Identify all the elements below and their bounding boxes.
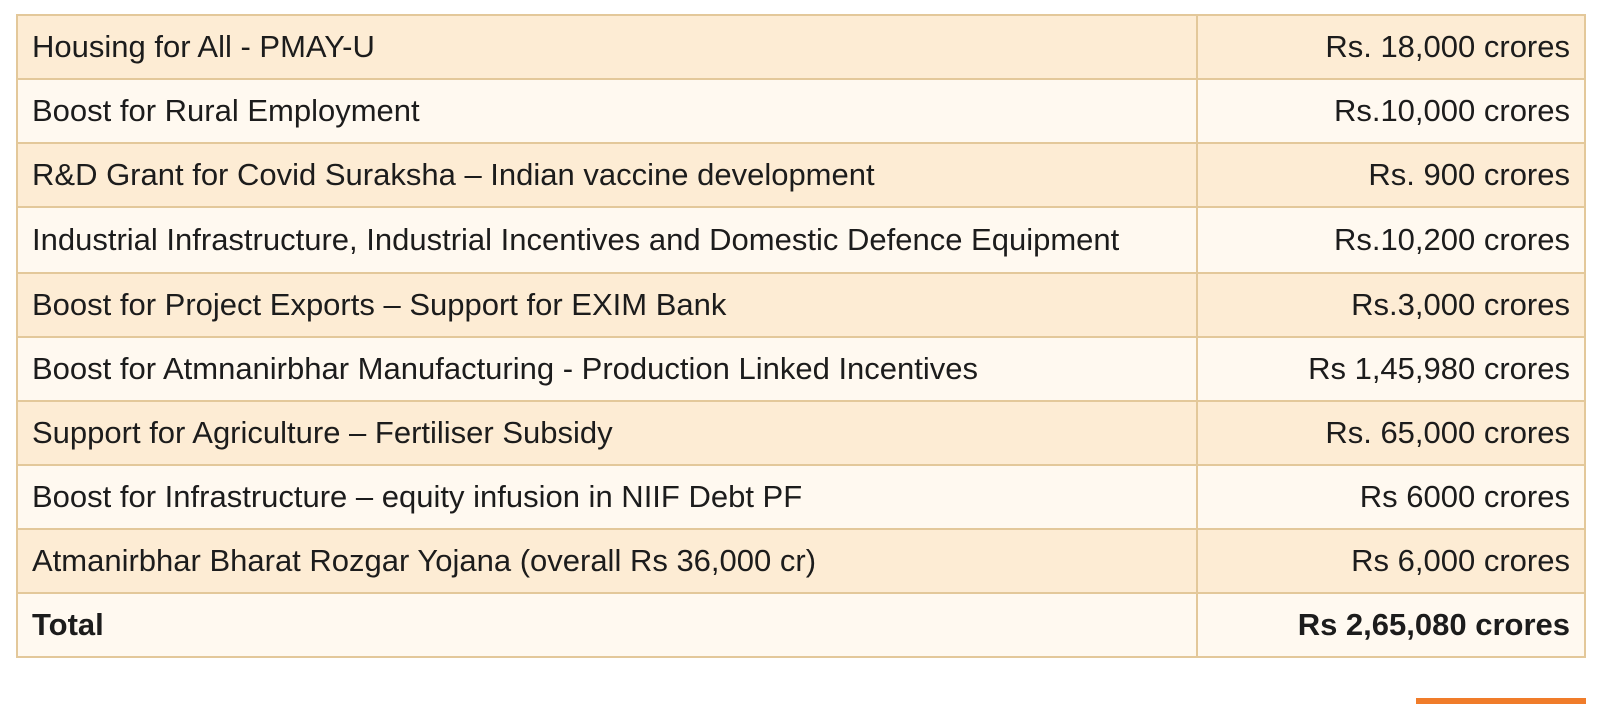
- row-label: Housing for All - PMAY-U: [16, 14, 1198, 80]
- table-row: Atmanirbhar Bharat Rozgar Yojana (overal…: [16, 528, 1586, 594]
- table-row: Boost for Project Exports – Support for …: [16, 272, 1586, 338]
- total-amount: Rs 2,65,080 crores: [1196, 592, 1586, 658]
- row-label: Support for Agriculture – Fertiliser Sub…: [16, 400, 1198, 466]
- row-label: Atmanirbhar Bharat Rozgar Yojana (overal…: [16, 528, 1198, 594]
- row-label: Boost for Project Exports – Support for …: [16, 272, 1198, 338]
- table-row: Boost for Rural Employment Rs.10,000 cro…: [16, 78, 1586, 144]
- row-label: Industrial Infrastructure, Industrial In…: [16, 206, 1198, 274]
- table-row: R&D Grant for Covid Suraksha – Indian va…: [16, 142, 1586, 208]
- total-label: Total: [16, 592, 1198, 658]
- row-amount: Rs.10,000 crores: [1196, 78, 1586, 144]
- row-label: R&D Grant for Covid Suraksha – Indian va…: [16, 142, 1198, 208]
- table-row: Support for Agriculture – Fertiliser Sub…: [16, 400, 1586, 466]
- accent-bar: [1416, 698, 1586, 704]
- row-amount: Rs 1,45,980 crores: [1196, 336, 1586, 402]
- table-row: Housing for All - PMAY-U Rs. 18,000 cror…: [16, 14, 1586, 80]
- row-amount: Rs 6000 crores: [1196, 464, 1586, 530]
- table-row: Boost for Atmnanirbhar Manufacturing - P…: [16, 336, 1586, 402]
- row-amount: Rs 6,000 crores: [1196, 528, 1586, 594]
- row-amount: Rs. 65,000 crores: [1196, 400, 1586, 466]
- row-amount: Rs. 18,000 crores: [1196, 14, 1586, 80]
- row-label: Boost for Infrastructure – equity infusi…: [16, 464, 1198, 530]
- row-label: Boost for Rural Employment: [16, 78, 1198, 144]
- row-amount: Rs.10,200 crores: [1196, 206, 1586, 274]
- table-row: Boost for Infrastructure – equity infusi…: [16, 464, 1586, 530]
- row-amount: Rs. 900 crores: [1196, 142, 1586, 208]
- row-amount: Rs.3,000 crores: [1196, 272, 1586, 338]
- allocation-table: Housing for All - PMAY-U Rs. 18,000 cror…: [16, 14, 1586, 658]
- table-row: Industrial Infrastructure, Industrial In…: [16, 206, 1586, 274]
- row-label: Boost for Atmnanirbhar Manufacturing - P…: [16, 336, 1198, 402]
- total-row: Total Rs 2,65,080 crores: [16, 592, 1586, 658]
